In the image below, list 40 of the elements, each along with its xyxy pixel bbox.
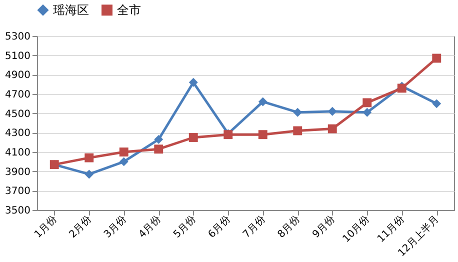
y-tick-label: 4100 [5, 148, 30, 158]
point [154, 134, 164, 144]
point [432, 54, 442, 63]
x-tick-label: 6月份 [206, 214, 233, 240]
point [258, 130, 268, 140]
point [328, 124, 337, 134]
point [362, 98, 372, 108]
x-tick-label: 3月份 [102, 214, 129, 240]
x-tick-label: 4月份 [136, 214, 164, 240]
point [293, 126, 302, 136]
legend-label: 全市 [117, 3, 141, 18]
point [119, 157, 128, 166]
y-tick-label: 4700 [5, 90, 30, 100]
point [119, 148, 128, 156]
y-tick-label: 4300 [5, 128, 30, 140]
point [328, 106, 337, 116]
y-tick-label: 3700 [5, 186, 30, 198]
x-tick-label: 5月份 [172, 214, 198, 240]
point [188, 133, 198, 142]
point [84, 153, 94, 162]
point [154, 144, 164, 154]
point [258, 97, 268, 106]
y-tick-label: 3500 [5, 206, 30, 216]
point [188, 78, 198, 87]
point [432, 99, 442, 108]
x-tick-label: 10月份 [340, 214, 372, 245]
point [362, 108, 372, 117]
x-tick-label: 11月份 [376, 214, 407, 245]
y-tick-label: 4500 [5, 108, 30, 120]
x-tick-label: 2月份 [67, 214, 94, 240]
y-tick-label: 3900 [5, 166, 30, 178]
y-tick-label: 5300 [5, 32, 30, 42]
y-tick-label: 5100 [5, 50, 30, 62]
point [84, 170, 94, 179]
x-tick-label: 7月份 [241, 214, 268, 240]
x-tick-label: 1月份 [32, 214, 60, 240]
legend-label: 瑶海区 [53, 3, 89, 18]
x-tick-label: 8月份 [276, 214, 302, 240]
x-tick-label: 9月份 [310, 214, 338, 240]
y-tick-label: 4900 [5, 70, 30, 82]
